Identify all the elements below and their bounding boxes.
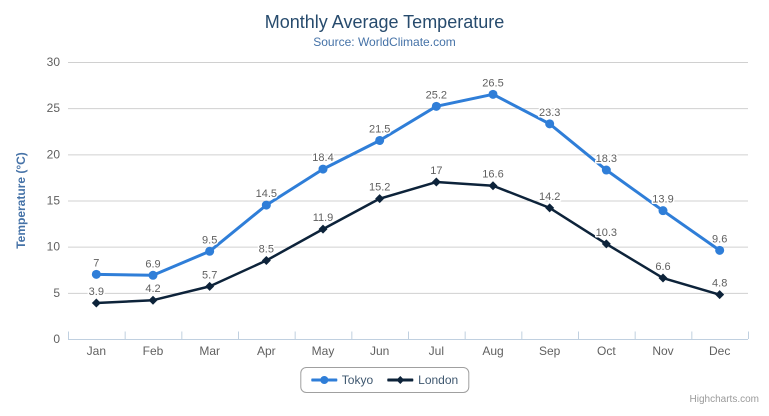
data-label: 3.9 <box>89 286 104 298</box>
marker-london[interactable] <box>91 298 101 308</box>
x-axis-label: Aug <box>482 344 503 358</box>
marker-london[interactable] <box>318 224 328 234</box>
data-label: 25.2 <box>426 89 447 101</box>
legend-marker-london <box>387 376 414 384</box>
x-axis-label: Sep <box>539 344 561 358</box>
marker-london[interactable] <box>431 177 441 187</box>
marker-tokyo[interactable] <box>205 246 215 256</box>
chart-title: Monthly Average Temperature <box>264 12 505 32</box>
x-axis-label: Mar <box>199 344 220 358</box>
data-label: 6.9 <box>145 258 160 270</box>
x-axis-label: Oct <box>597 344 616 358</box>
marker-tokyo[interactable] <box>658 206 668 216</box>
marker-london[interactable] <box>261 256 271 266</box>
marker-london[interactable] <box>205 281 215 291</box>
legend-item-london[interactable]: London <box>387 373 458 387</box>
data-label: 5.7 <box>202 269 217 281</box>
marker-tokyo[interactable] <box>318 164 328 174</box>
legend-label: Tokyo <box>341 373 374 387</box>
x-axis-label: Dec <box>709 344 730 358</box>
data-label: 10.3 <box>596 227 617 239</box>
data-label: 26.5 <box>482 77 503 89</box>
legend-label: London <box>418 373 459 387</box>
y-axis-label: 5 <box>53 286 60 300</box>
legend: Tokyo London <box>299 367 470 393</box>
marker-london[interactable] <box>601 239 611 249</box>
legend-marker-tokyo <box>310 376 337 384</box>
x-axis-label: Jul <box>429 344 444 358</box>
y-axis-title: Temperature (°C) <box>14 152 28 249</box>
x-axis-label: Feb <box>143 344 164 358</box>
y-axis-label: 20 <box>47 147 61 161</box>
y-axis-label: 30 <box>47 55 61 69</box>
marker-london[interactable] <box>488 181 498 191</box>
legend-item-tokyo[interactable]: Tokyo <box>310 373 374 387</box>
series-line-london <box>95 180 721 305</box>
y-axis-label: 15 <box>47 194 61 208</box>
marker-london[interactable] <box>375 194 385 204</box>
marker-tokyo[interactable] <box>715 245 725 255</box>
data-label: 11.9 <box>313 212 334 224</box>
data-label: 9.5 <box>202 234 217 246</box>
series-line-tokyo <box>94 92 722 277</box>
x-axis-label: Jan <box>87 344 106 358</box>
x-axis-label: Jun <box>370 344 389 358</box>
data-label: 16.6 <box>482 169 503 181</box>
marker-tokyo[interactable] <box>148 270 158 280</box>
x-axis-label: Nov <box>652 344 673 358</box>
marker-tokyo[interactable] <box>545 119 555 129</box>
y-axis-label: 10 <box>47 240 61 254</box>
data-label: 15.2 <box>369 182 390 194</box>
marker-london[interactable] <box>715 290 725 300</box>
data-label: 21.5 <box>369 123 390 135</box>
data-label: 6.6 <box>655 261 670 273</box>
marker-tokyo[interactable] <box>375 135 385 145</box>
marker-london[interactable] <box>658 273 668 283</box>
data-label: 9.6 <box>712 233 727 245</box>
marker-tokyo[interactable] <box>431 101 441 111</box>
y-axis-label: 0 <box>53 332 60 346</box>
marker-london[interactable] <box>148 295 158 305</box>
chart-subtitle: Source: WorldClimate.com <box>313 35 456 49</box>
data-label: 4.2 <box>145 283 160 295</box>
data-label: 18.3 <box>596 153 617 165</box>
marker-london[interactable] <box>545 203 555 213</box>
credits-link[interactable]: Highcharts.com <box>689 394 759 405</box>
marker-tokyo[interactable] <box>91 269 101 279</box>
data-label: 17 <box>430 165 442 177</box>
marker-tokyo[interactable] <box>601 165 611 175</box>
x-axis-label: May <box>312 344 335 358</box>
x-axis-label: Apr <box>257 344 276 358</box>
data-label: 23.3 <box>539 107 560 119</box>
data-label: 8.5 <box>259 244 274 256</box>
data-label: 14.5 <box>256 188 277 200</box>
data-label: 14.2 <box>539 191 560 203</box>
marker-tokyo[interactable] <box>488 89 498 99</box>
data-label: 7 <box>93 257 99 269</box>
y-axis-label: 25 <box>47 101 61 115</box>
marker-tokyo[interactable] <box>261 200 271 210</box>
data-label: 18.4 <box>312 152 333 164</box>
data-label: 13.9 <box>652 194 673 206</box>
data-label: 4.8 <box>712 278 727 290</box>
